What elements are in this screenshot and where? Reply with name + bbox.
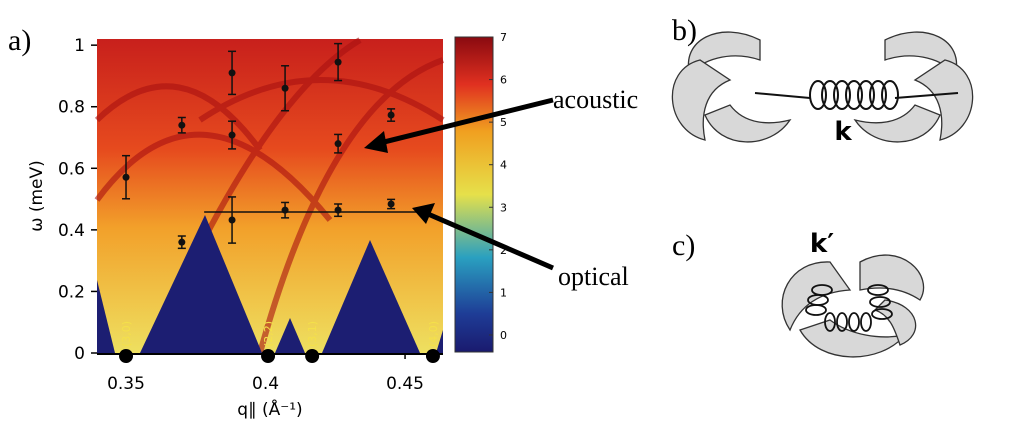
colorbar-tick-label: 0 <box>500 329 507 342</box>
reference-point <box>426 349 440 363</box>
y-tick-label: 0.8 <box>58 98 85 118</box>
colorbar-tick-label: 1 <box>500 286 507 299</box>
reference-point <box>119 349 133 363</box>
y-tick-label: 0.6 <box>58 159 85 179</box>
data-point <box>388 201 395 208</box>
diagram-label: k <box>834 117 852 147</box>
panel-label: b) <box>672 14 697 47</box>
figure: a) b) c) 0 0.2 0.4 0.6 0.8 1 0.35 0.4 0.45 q∥ (Å⁻… <box>0 0 1018 427</box>
heatmap <box>97 39 443 353</box>
y-tick-label: 0 <box>74 344 85 364</box>
reference-point <box>305 349 319 363</box>
colorbar-tick-label: 6 <box>500 74 507 87</box>
reference-label: (4,0) <box>427 321 440 347</box>
data-point <box>335 59 342 66</box>
data-point <box>388 112 395 119</box>
data-point <box>178 122 185 129</box>
diagram-label: k′ <box>810 229 834 259</box>
data-point <box>282 207 289 214</box>
panel-label: c) <box>672 229 695 262</box>
x-tick-label: 0.4 <box>252 374 279 394</box>
annotation: optical <box>558 262 629 291</box>
annotation: acoustic <box>553 85 638 114</box>
y-tick-label: 0.4 <box>58 221 85 241</box>
data-point <box>282 85 289 92</box>
reference-label: (2,2) <box>262 321 275 347</box>
reference-label: (3,0) <box>120 321 133 347</box>
colorbar-tick-label: 7 <box>500 31 507 44</box>
data-point <box>229 69 236 76</box>
diagram-b <box>672 32 972 142</box>
y-axis-label: ω (meV) <box>27 160 47 232</box>
colorbar-tick-label: 3 <box>500 201 507 214</box>
data-point <box>335 207 342 214</box>
x-tick-label: 0.45 <box>386 374 424 394</box>
y-tick-label: 0.2 <box>58 282 85 302</box>
data-point <box>178 239 185 246</box>
colorbar-tick-label: 4 <box>500 159 507 172</box>
data-point <box>335 140 342 147</box>
x-axis-label: q∥ (Å⁻¹) <box>237 398 302 420</box>
colorbar-tick-label: 5 <box>500 116 507 129</box>
reference-label: (3,1) <box>306 321 319 347</box>
x-tick-label: 0.35 <box>107 374 145 394</box>
colorbar <box>455 37 493 352</box>
data-point <box>229 132 236 139</box>
data-point <box>229 217 236 224</box>
panel-label: a) <box>8 24 31 57</box>
reference-point <box>261 349 275 363</box>
y-tick-label: 1 <box>74 36 85 56</box>
diagram-c <box>782 255 923 357</box>
data-point <box>123 174 130 181</box>
